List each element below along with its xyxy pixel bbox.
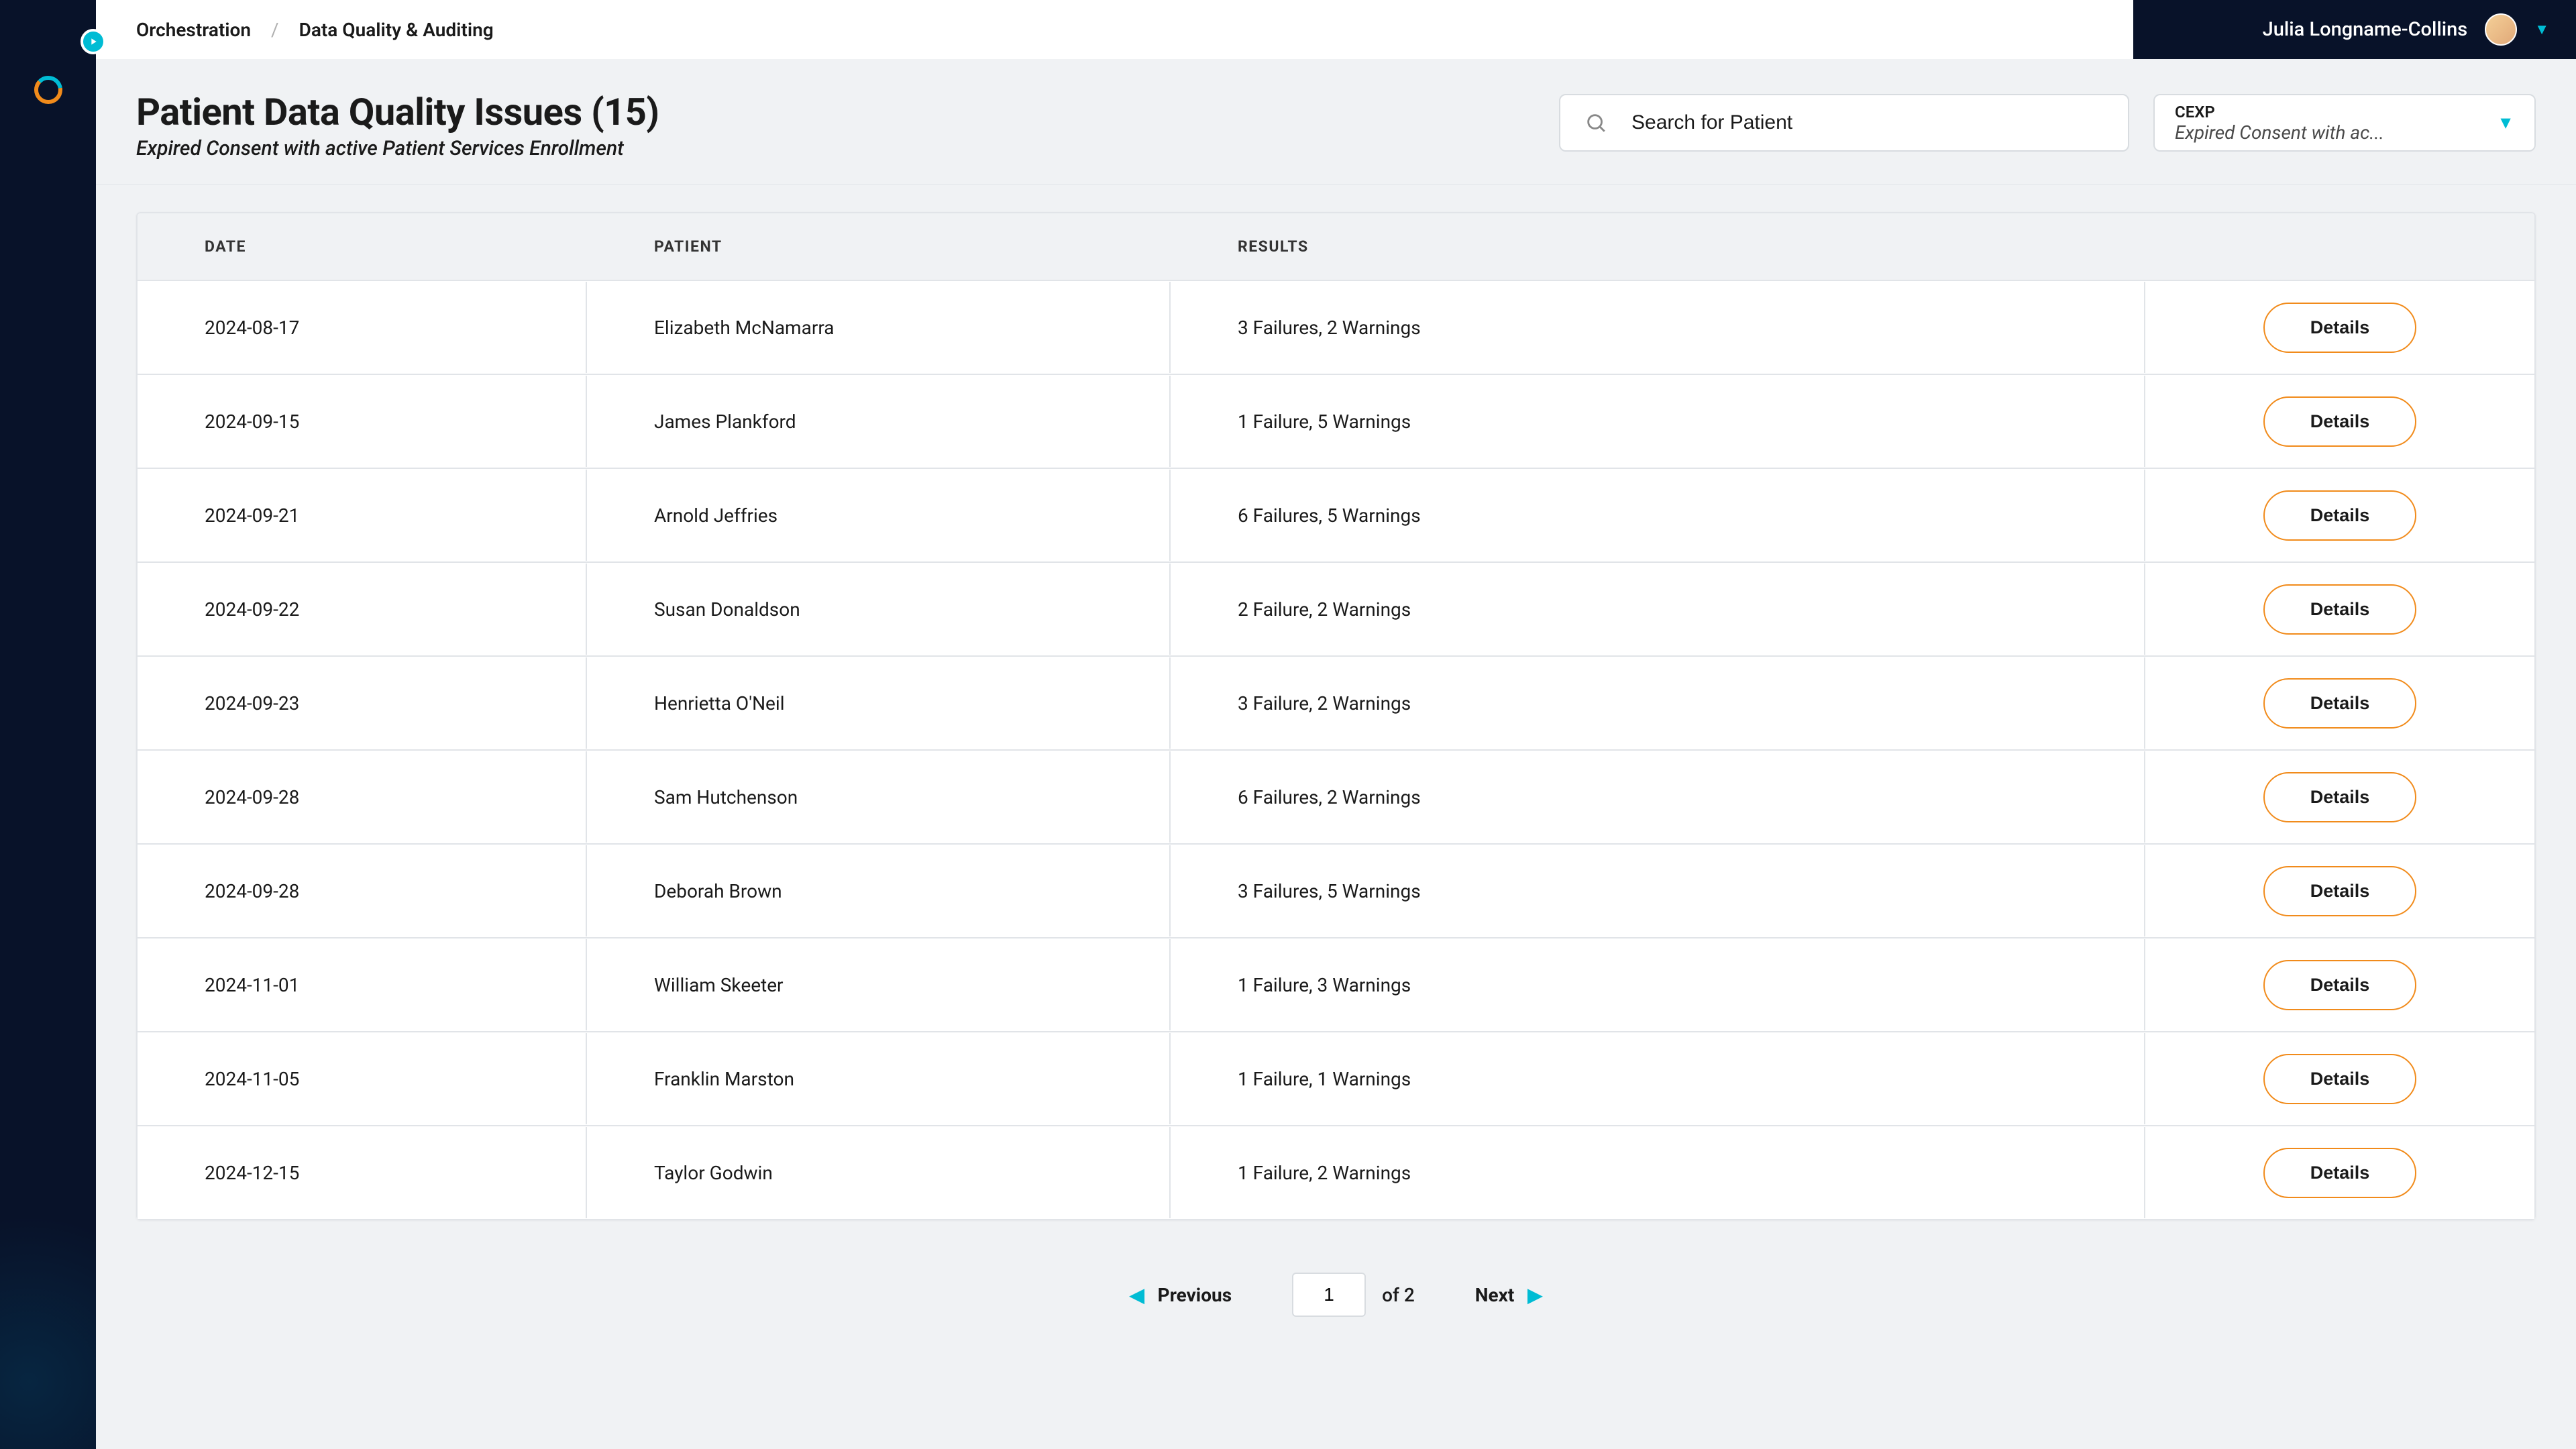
table-row: 2024-09-28Sam Hutchenson6 Failures, 2 Wa… <box>136 751 2536 845</box>
filter-select[interactable]: CEXP Expired Consent with ac... ▼ <box>2153 94 2536 152</box>
cell-results: 6 Failures, 2 Warnings <box>1171 751 2145 843</box>
table-row: 2024-09-21Arnold Jeffries6 Failures, 5 W… <box>136 469 2536 563</box>
breadcrumb: Orchestration / Data Quality & Auditing <box>136 19 494 41</box>
cell-results: 1 Failure, 2 Warnings <box>1171 1127 2145 1218</box>
cell-results: 3 Failures, 2 Warnings <box>1171 282 2145 373</box>
cell-results: 3 Failure, 2 Warnings <box>1171 657 2145 749</box>
cell-date: 2024-09-21 <box>138 470 587 561</box>
cell-date: 2024-11-01 <box>138 939 587 1030</box>
avatar <box>2485 13 2517 46</box>
expand-sidebar-button[interactable] <box>80 29 106 54</box>
cell-date: 2024-09-23 <box>138 657 587 749</box>
cell-date: 2024-09-22 <box>138 564 587 655</box>
cell-patient: Susan Donaldson <box>587 564 1171 655</box>
cell-action: Details <box>2145 564 2534 655</box>
cell-results: 1 Failure, 3 Warnings <box>1171 939 2145 1030</box>
details-button[interactable]: Details <box>2263 1054 2417 1104</box>
cell-patient: James Plankford <box>587 376 1171 467</box>
cell-action: Details <box>2145 845 2534 936</box>
app-logo <box>32 74 64 106</box>
details-button[interactable]: Details <box>2263 396 2417 447</box>
cell-results: 3 Failures, 5 Warnings <box>1171 845 2145 936</box>
chevron-right-icon: ▶ <box>1527 1284 1542 1306</box>
cell-date: 2024-09-28 <box>138 845 587 936</box>
chevron-down-icon: ▼ <box>2497 113 2514 133</box>
details-button[interactable]: Details <box>2263 303 2417 353</box>
cell-action: Details <box>2145 1033 2534 1124</box>
search-icon <box>1585 111 1607 134</box>
filter-code: CEXP <box>2175 103 2514 121</box>
previous-button[interactable]: ◀ Previous <box>1130 1284 1232 1306</box>
filter-label: Expired Consent with ac... <box>2175 121 2514 144</box>
user-name: Julia Longname-Collins <box>2263 18 2468 41</box>
details-button[interactable]: Details <box>2263 584 2417 635</box>
cell-action: Details <box>2145 470 2534 561</box>
cell-patient: Elizabeth McNamarra <box>587 282 1171 373</box>
issues-table: DATE PATIENT RESULTS 2024-08-17Elizabeth… <box>136 212 2536 1220</box>
page-subtitle: Expired Consent with active Patient Serv… <box>136 137 1559 160</box>
cell-action: Details <box>2145 751 2534 843</box>
page-header: Patient Data Quality Issues (15) Expired… <box>96 59 2576 185</box>
breadcrumb-item[interactable]: Data Quality & Auditing <box>299 19 494 41</box>
details-button[interactable]: Details <box>2263 866 2417 916</box>
table-header: DATE PATIENT RESULTS <box>136 212 2536 281</box>
page-input[interactable] <box>1292 1273 1366 1317</box>
table-row: 2024-09-22Susan Donaldson2 Failure, 2 Wa… <box>136 563 2536 657</box>
chevron-down-icon: ▼ <box>2534 21 2549 38</box>
cell-date: 2024-11-05 <box>138 1033 587 1124</box>
cell-action: Details <box>2145 376 2534 467</box>
table-row: 2024-11-01William Skeeter1 Failure, 3 Wa… <box>136 938 2536 1032</box>
cell-action: Details <box>2145 282 2534 373</box>
details-button[interactable]: Details <box>2263 772 2417 822</box>
table-row: 2024-09-28Deborah Brown3 Failures, 5 War… <box>136 845 2536 938</box>
cell-results: 6 Failures, 5 Warnings <box>1171 470 2145 561</box>
table-row: 2024-08-17Elizabeth McNamarra3 Failures,… <box>136 281 2536 375</box>
details-button[interactable]: Details <box>2263 960 2417 1010</box>
cell-results: 1 Failure, 1 Warnings <box>1171 1033 2145 1124</box>
cell-patient: William Skeeter <box>587 939 1171 1030</box>
search-box[interactable] <box>1559 94 2129 152</box>
cell-date: 2024-09-15 <box>138 376 587 467</box>
topbar: Orchestration / Data Quality & Auditing … <box>96 0 2576 59</box>
column-header-action <box>2145 213 2534 280</box>
column-header-date: DATE <box>138 213 587 280</box>
cell-date: 2024-08-17 <box>138 282 587 373</box>
cell-patient: Deborah Brown <box>587 845 1171 936</box>
cell-patient: Arnold Jeffries <box>587 470 1171 561</box>
table-row: 2024-11-05Franklin Marston1 Failure, 1 W… <box>136 1032 2536 1126</box>
next-button[interactable]: Next ▶ <box>1475 1284 1542 1306</box>
page-title: Patient Data Quality Issues (15) <box>136 90 1559 134</box>
cell-patient: Franklin Marston <box>587 1033 1171 1124</box>
table-row: 2024-09-23Henrietta O'Neil3 Failure, 2 W… <box>136 657 2536 751</box>
cell-results: 1 Failure, 5 Warnings <box>1171 376 2145 467</box>
column-header-results: RESULTS <box>1171 213 2145 280</box>
sidebar <box>0 0 96 1449</box>
user-menu[interactable]: Julia Longname-Collins ▼ <box>2133 0 2576 59</box>
search-input[interactable] <box>1631 111 2104 134</box>
details-button[interactable]: Details <box>2263 1148 2417 1198</box>
details-button[interactable]: Details <box>2263 678 2417 729</box>
cell-action: Details <box>2145 1127 2534 1218</box>
column-header-patient: PATIENT <box>587 213 1171 280</box>
cell-date: 2024-12-15 <box>138 1127 587 1218</box>
cell-patient: Sam Hutchenson <box>587 751 1171 843</box>
cell-action: Details <box>2145 657 2534 749</box>
page-of-label: of 2 <box>1382 1284 1415 1306</box>
cell-action: Details <box>2145 939 2534 1030</box>
next-label: Next <box>1475 1284 1515 1306</box>
breadcrumb-item[interactable]: Orchestration <box>136 19 251 41</box>
table-row: 2024-12-15Taylor Godwin1 Failure, 2 Warn… <box>136 1126 2536 1220</box>
cell-date: 2024-09-28 <box>138 751 587 843</box>
breadcrumb-separator: / <box>271 19 279 41</box>
previous-label: Previous <box>1158 1284 1232 1306</box>
cell-patient: Taylor Godwin <box>587 1127 1171 1218</box>
cell-patient: Henrietta O'Neil <box>587 657 1171 749</box>
pagination: ◀ Previous of 2 Next ▶ <box>136 1220 2536 1357</box>
table-row: 2024-09-15James Plankford1 Failure, 5 Wa… <box>136 375 2536 469</box>
cell-results: 2 Failure, 2 Warnings <box>1171 564 2145 655</box>
details-button[interactable]: Details <box>2263 490 2417 541</box>
chevron-left-icon: ◀ <box>1130 1284 1144 1306</box>
